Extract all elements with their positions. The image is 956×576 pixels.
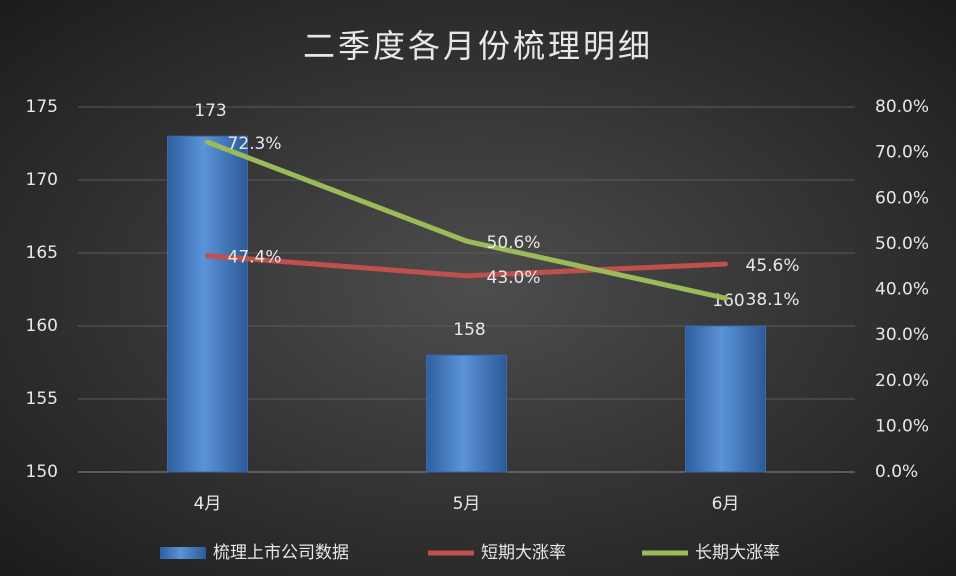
data-label: 38.1%	[746, 290, 800, 310]
y2-tick-label: 0.0%	[875, 462, 918, 482]
y2-tick-label: 80.0%	[875, 97, 929, 117]
bar	[426, 354, 507, 473]
x-tick-label: 6月	[712, 494, 740, 514]
y-tick-label: 175	[26, 97, 58, 117]
y-tick-label: 165	[26, 243, 58, 263]
x-tick-label: 4月	[194, 494, 222, 514]
y2-tick-label: 30.0%	[875, 325, 929, 345]
y2-tick-label: 10.0%	[875, 416, 929, 436]
y-tick-label: 170	[26, 170, 58, 190]
line	[205, 139, 728, 301]
y-tick-label: 160	[26, 316, 58, 336]
legend-label: 梳理上市公司数据	[213, 543, 349, 563]
y2-tick-label: 60.0%	[875, 188, 929, 208]
legend-swatch	[160, 547, 206, 559]
data-label: 45.6%	[746, 256, 800, 276]
data-label: 158	[453, 320, 485, 340]
bar	[167, 135, 248, 473]
data-label: 50.6%	[487, 233, 541, 253]
chart-title: 二季度各月份梳理明细	[303, 27, 653, 65]
data-label: 47.4%	[228, 248, 282, 268]
y-tick-label: 155	[26, 389, 58, 409]
y2-tick-label: 20.0%	[875, 371, 929, 391]
data-label: 72.3%	[228, 134, 282, 154]
data-label: 173	[194, 101, 226, 121]
data-label: 43.0%	[487, 268, 541, 288]
y2-tick-label: 50.0%	[875, 234, 929, 254]
bar	[685, 325, 766, 473]
x-tick-label: 5月	[453, 494, 481, 514]
y-tick-label: 150	[26, 462, 58, 482]
legend-label: 短期大涨率	[481, 543, 566, 563]
legend-label: 长期大涨率	[695, 543, 780, 563]
line	[205, 253, 728, 279]
y2-tick-label: 70.0%	[875, 143, 929, 163]
y2-tick-label: 40.0%	[875, 280, 929, 300]
